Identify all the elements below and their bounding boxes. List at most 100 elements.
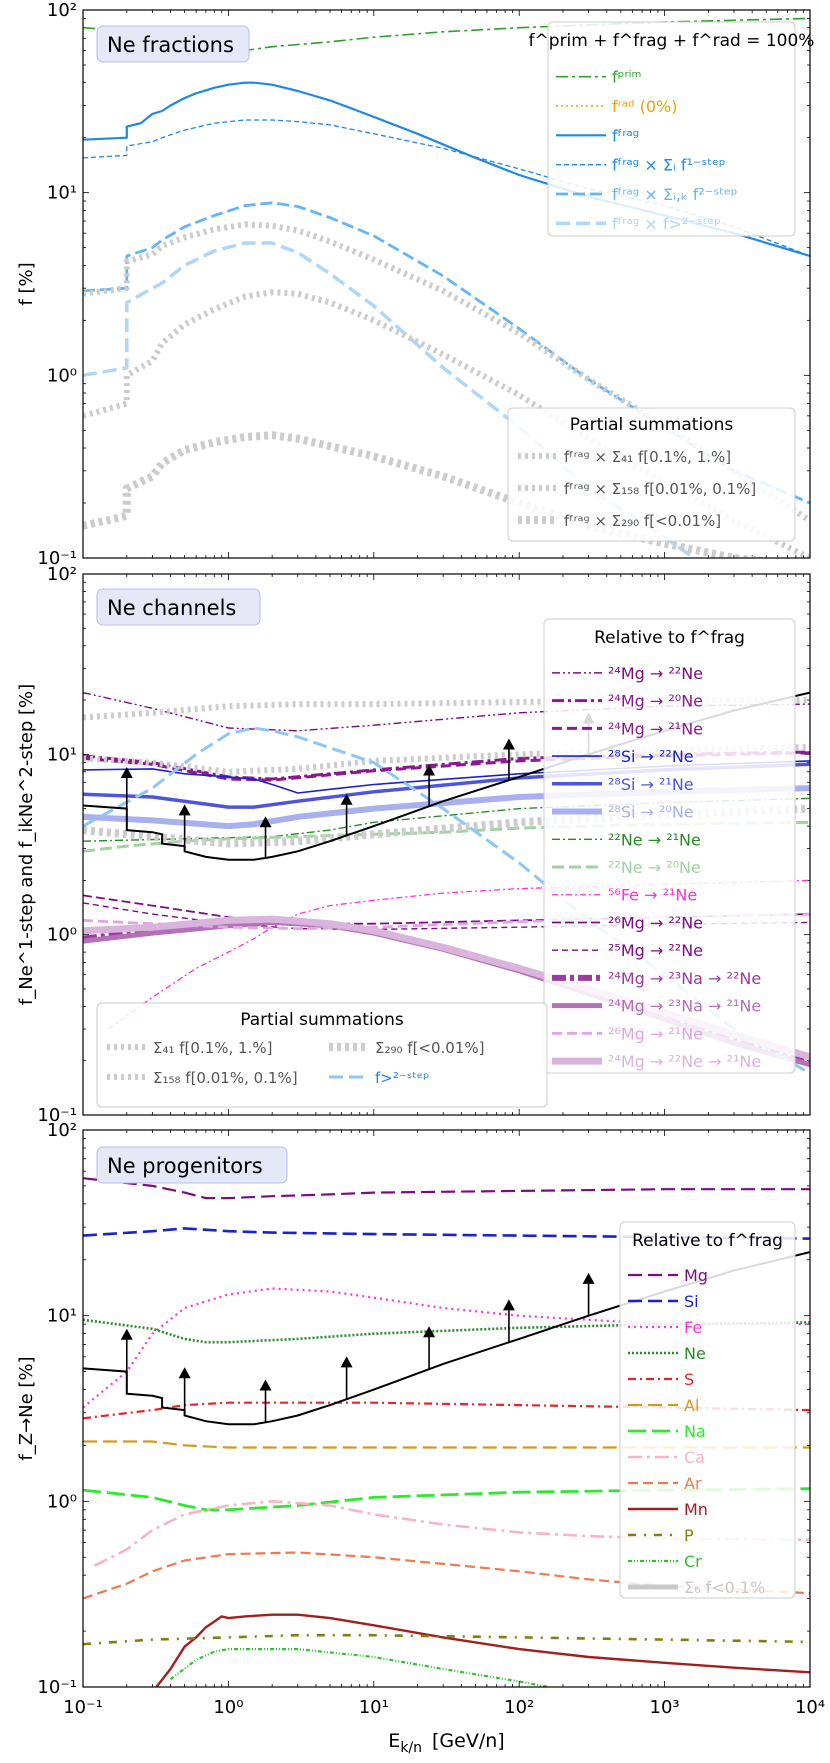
series-na	[83, 1487, 810, 1512]
legend-label: ²²Ne → ²¹Ne	[608, 830, 701, 849]
panel-title: Ne channels	[107, 596, 236, 620]
lower-limit-curve	[83, 1251, 810, 1426]
series-si	[83, 1227, 810, 1240]
lower-limit-group	[83, 1251, 810, 1426]
y-axis-label: f [%]	[16, 262, 37, 305]
legend2-label: Σ₄₁ f[0.1%, 1.%]	[153, 1039, 272, 1057]
y-tick-label: 10²	[47, 0, 77, 21]
limit-arrow-head	[423, 1326, 436, 1338]
y-axis-label: f_Ne^1-step and f_ikNe^2-step [%]	[16, 684, 37, 1005]
y-tick-label: 10²	[47, 564, 77, 585]
legend-label: ²⁴Mg → ²³Na → ²¹Ne	[608, 997, 761, 1016]
legend-label: fᶠʳᵃᵍ × f>²⁻ˢᵗᵉᵖ	[612, 214, 721, 233]
legend2-label: Σ₂₉₀ f[<0.01%]	[375, 1039, 485, 1057]
limit-arrow-head	[423, 764, 436, 776]
legend-label: Fe	[684, 1318, 702, 1337]
y-tick-label: 10⁰	[47, 1491, 77, 1512]
legend-label: Ar	[684, 1474, 702, 1493]
legend-label: Ne	[684, 1344, 706, 1363]
panel-title: Ne fractions	[107, 33, 234, 57]
limit-arrow-head	[502, 1299, 515, 1311]
x-tick-label: 10⁻¹	[63, 1697, 103, 1718]
panel-3: 10⁻¹ 10⁰ 10¹ 10² f_Z→Ne [%] Ne progenitors Rel…	[16, 1120, 825, 1756]
series-f-frag-x-sum-158-f-0-01-0-1-	[83, 289, 810, 558]
limit-arrow-head	[502, 738, 515, 750]
x-axis-label-sub: k/n	[400, 1740, 422, 1756]
series-f-frag-x-sum-41-f-0-1-1-	[83, 221, 810, 524]
legend-label: ²⁶Mg → ²²Ne	[608, 913, 703, 932]
panel-title-box	[96, 588, 261, 626]
series-mn	[155, 1613, 810, 1687]
limit-arrow-head	[259, 816, 272, 828]
legend-label: P	[684, 1526, 694, 1545]
y-tick-label: 10⁰	[47, 365, 77, 386]
legend-label: fᶠʳᵃᵍ × Σᵢ f¹⁻ˢᵗᵉᵖ	[612, 156, 726, 175]
x-tick-label: 10⁰	[213, 1697, 243, 1718]
legend-title: Relative to f^frag	[632, 1231, 783, 1251]
panel-title-box	[96, 25, 250, 63]
legend-title: f^prim + f^frag + f^rad = 100%	[529, 31, 815, 51]
plot-frame	[82, 9, 811, 559]
series-sum-41-f-0-1-1-	[83, 697, 810, 721]
y-tick-label: 10⁻¹	[37, 548, 77, 569]
legend2-title: Partial summations	[240, 1010, 404, 1030]
limit-arrow-head	[259, 1379, 272, 1391]
series-group	[83, 1177, 810, 1687]
legend-label: ²⁴Mg → ²²Ne → ²¹Ne	[608, 1052, 761, 1071]
y-tick-label: 10²	[47, 1120, 77, 1141]
legend-label: ²⁴Mg → ²¹Ne	[608, 719, 703, 738]
legend-label: Ca	[684, 1448, 705, 1467]
legend-label: fᶠʳᵃᵍ × Σᵢ,ₖ f²⁻ˢᵗᵉᵖ	[612, 185, 738, 204]
legend-label: ²⁸Si → ²¹Ne	[608, 775, 694, 794]
legend-label: Σ₆ f<0.1%	[684, 1578, 765, 1597]
limit-arrow-head	[120, 1328, 133, 1340]
series-sum-290-f-0-01-	[83, 804, 810, 848]
plot-frame	[82, 1129, 811, 1688]
x-axis-label-unit: [GeV/n]	[432, 1730, 505, 1752]
y-tick-label: 10⁻¹	[37, 1105, 77, 1126]
limit-arrow-head	[340, 1356, 353, 1368]
series-22ne-20ne	[83, 820, 810, 853]
legend2-label: fᶠʳᵃᵍ × Σ₂₉₀ f[<0.01%]	[564, 512, 721, 530]
y-tick-label: 10⁻¹	[37, 1677, 77, 1698]
legend-label: ²⁵Mg → ²²Ne	[608, 941, 703, 960]
limit-arrow-head	[120, 766, 133, 778]
series-sum-158-f-0-01-0-1-	[83, 743, 810, 775]
y-tick-label: 10¹	[47, 183, 77, 204]
series-p	[83, 1633, 810, 1646]
plot-frame	[82, 573, 811, 1116]
legend-label: S	[684, 1370, 694, 1389]
legend2-label: fᶠʳᵃᵍ × Σ₁₅₈ f[0.01%, 0.1%]	[564, 480, 756, 498]
x-tick-label: 10²	[504, 1697, 534, 1718]
series-f-frag	[83, 81, 810, 258]
series-28si-22ne	[83, 760, 810, 794]
legend-label: ²⁸Si → ²²Ne	[608, 747, 694, 766]
legend2-box	[507, 407, 796, 542]
x-axis-label: Ek/n [GeV/n]	[388, 1730, 504, 1756]
series-ca	[93, 1500, 810, 1567]
legend-label: Cr	[684, 1552, 702, 1571]
legend-label: ²⁴Mg → ²²Ne	[608, 664, 703, 683]
x-tick-label: 10³	[650, 1697, 680, 1718]
legend-label: Si	[684, 1292, 699, 1311]
legend-label: Mn	[684, 1500, 708, 1519]
series-fe	[83, 1287, 810, 1409]
limit-arrow-head	[178, 804, 191, 816]
y-tick-label: 10¹	[47, 1306, 77, 1327]
legend-label: ²²Ne → ²⁰Ne	[608, 858, 701, 877]
series-al	[83, 1440, 810, 1449]
legend-title: Relative to f^frag	[594, 628, 745, 648]
legend-label: fʳᵃᵈ (0%)	[612, 97, 677, 116]
legend2-title: Partial summations	[570, 415, 734, 435]
y-axis-label: f_Z→Ne [%]	[16, 1356, 37, 1460]
legend2-label: fᶠʳᵃᵍ × Σ₄₁ f[0.1%, 1.%]	[564, 448, 731, 466]
panel-title-box	[96, 1146, 288, 1184]
y-tick-label: 10⁰	[47, 925, 77, 946]
legend-label: Mg	[684, 1266, 708, 1285]
panel-1: 10⁻¹ 10⁰ 10¹ 10² f [%] Ne fractions f^prim + f…	[16, 0, 815, 569]
y-tick-label: 10¹	[47, 744, 77, 765]
limit-arrow-head	[340, 793, 353, 805]
legend-box	[547, 21, 796, 237]
limit-arrow-head	[582, 1272, 595, 1284]
